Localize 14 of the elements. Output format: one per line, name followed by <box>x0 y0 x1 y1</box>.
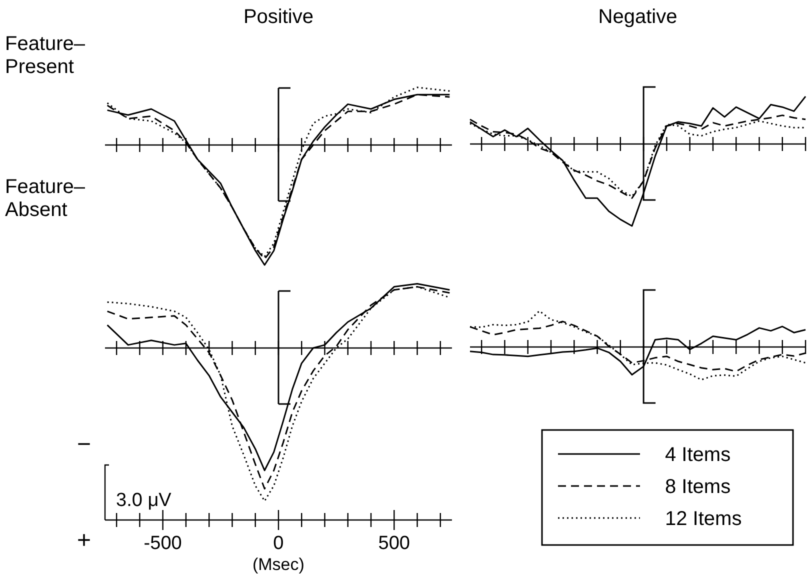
chart-title: Negative <box>598 6 678 28</box>
annotation: 3.0 μV <box>116 490 172 511</box>
x-tick-label: 0 <box>273 533 284 554</box>
x-tick-label: -500 <box>144 533 182 554</box>
legend-label: 4 Items <box>665 444 731 466</box>
text: − <box>76 431 92 458</box>
y-axis-title: Feature–Present <box>5 33 86 78</box>
text: + <box>76 527 92 554</box>
chart-title: Positive <box>243 6 314 28</box>
x-axis-title: (Msec) <box>252 555 304 574</box>
legend-label: 12 Items <box>665 508 742 530</box>
x-tick-label: 500 <box>378 533 410 554</box>
legend-label: 8 Items <box>665 476 731 498</box>
y-axis-title: Feature–Absent <box>5 176 86 221</box>
